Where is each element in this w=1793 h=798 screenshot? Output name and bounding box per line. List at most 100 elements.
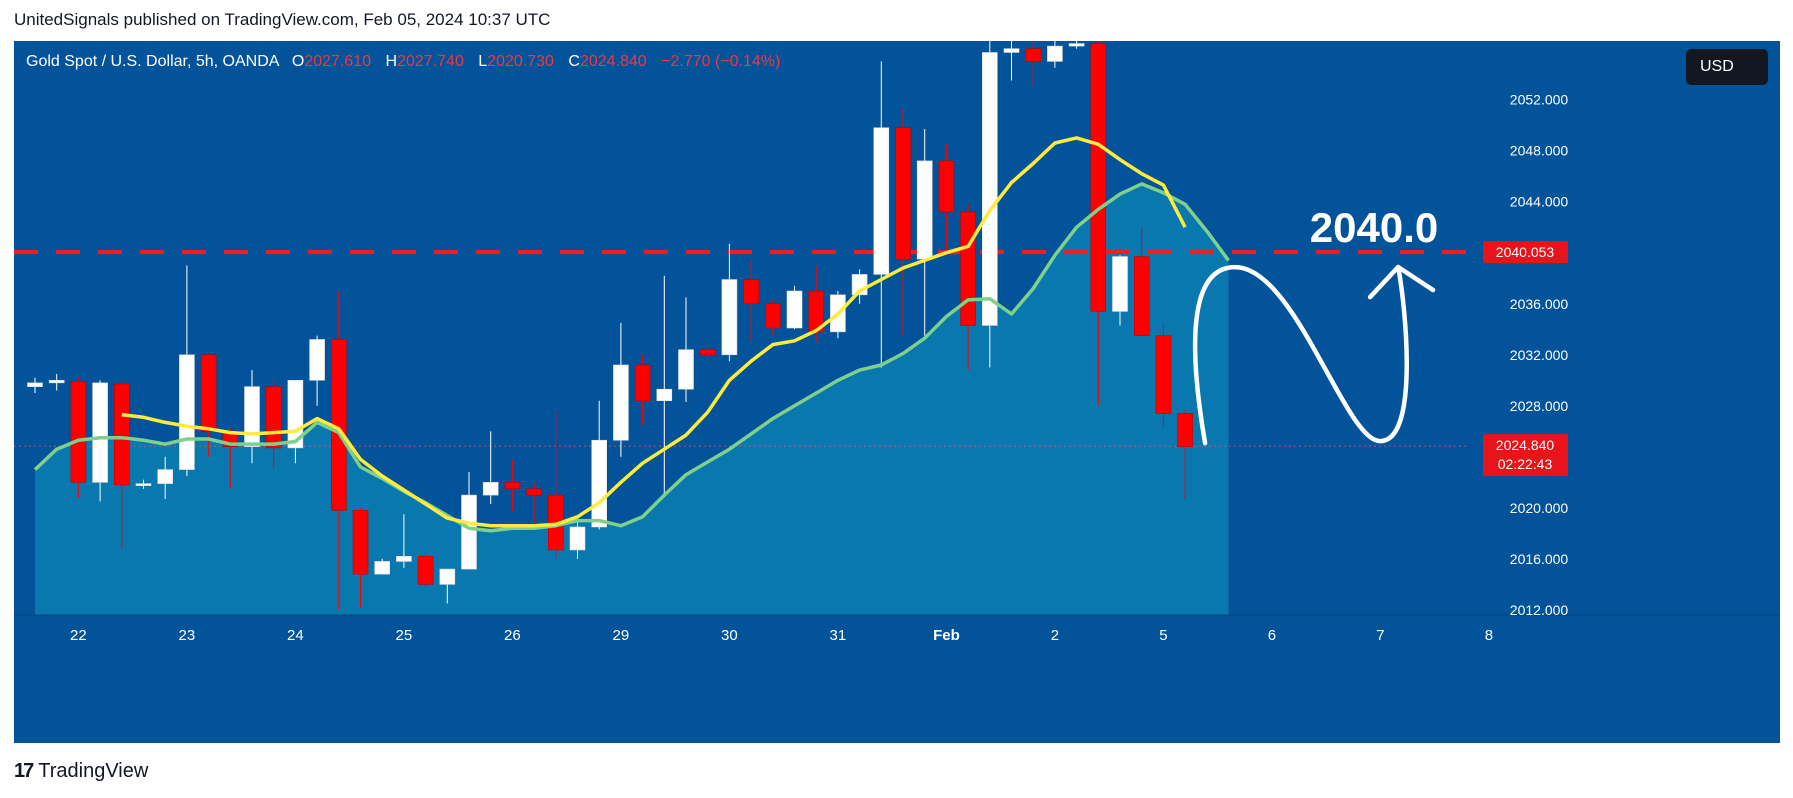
tradingview-logo-icon: 17 — [14, 760, 34, 782]
candle-body — [1177, 413, 1193, 447]
projection-path — [1192, 264, 1409, 446]
candle-body — [764, 303, 781, 329]
candle — [1068, 41, 1085, 49]
x-tick-label: 24 — [287, 627, 304, 644]
candle-body — [743, 279, 759, 305]
candle — [157, 456, 173, 499]
candle-body — [135, 483, 152, 486]
y-tick-label: 2012.000 — [1510, 602, 1569, 618]
candle-body — [699, 349, 716, 356]
y-tick-label: 2028.000 — [1510, 398, 1569, 414]
close-label: C — [568, 53, 580, 70]
level-price-tag — [1483, 241, 1568, 264]
ema-layer — [33, 136, 1230, 533]
candle-body — [938, 160, 955, 213]
candle-body — [352, 510, 369, 575]
candle-body — [461, 494, 477, 570]
candle — [873, 61, 890, 368]
ema-fast-line — [121, 136, 1187, 528]
candle-body — [439, 568, 456, 585]
symbol-name: Gold Spot / U.S. Dollar, 5h, OANDA — [26, 53, 279, 70]
high-label: H — [385, 53, 398, 70]
candle-body — [482, 482, 499, 496]
candle-body — [569, 526, 586, 551]
candle-body — [70, 381, 87, 483]
candle — [721, 243, 738, 362]
candle-body — [265, 386, 282, 449]
candle — [1177, 409, 1193, 499]
candle-body — [873, 127, 890, 275]
candle — [244, 370, 260, 464]
y-tick-label: 2052.000 — [1510, 92, 1569, 108]
x-tick-label: 29 — [613, 627, 630, 644]
candle-body — [92, 382, 108, 483]
candle-body — [1112, 256, 1128, 312]
candle — [1003, 41, 1020, 81]
x-axis-band — [14, 615, 1780, 651]
chart-area[interactable]: 22 23 24 25 26 29 30 31 Feb 2 5 6 7 8 2012.000 2016.000… — [14, 41, 1780, 743]
level-price-label: 2040.053 — [1496, 244, 1555, 260]
price-chart[interactable]: 22 23 24 25 26 29 30 31 Feb 2 5 6 7 82012.0002016.000… — [14, 41, 1780, 743]
candle — [981, 41, 998, 368]
candle-body — [179, 354, 195, 470]
candle — [1155, 322, 1172, 428]
candle-body — [656, 388, 673, 402]
x-tick-label: 30 — [721, 627, 738, 644]
symbol-legend: Gold Spot / U.S. Dollar, 5h, OANDA O2027… — [26, 53, 780, 71]
candle — [656, 275, 673, 496]
candle — [808, 265, 825, 343]
x-tick-label: 23 — [179, 627, 196, 644]
candle — [678, 297, 694, 402]
candle — [135, 479, 152, 489]
candle — [547, 410, 564, 559]
candle-body — [396, 556, 412, 562]
candle-body — [48, 379, 65, 384]
y-tick-label: 2020.000 — [1510, 500, 1569, 516]
candle-body — [309, 339, 325, 381]
candle — [634, 354, 651, 425]
candle — [48, 373, 65, 391]
candle — [396, 514, 412, 568]
candle — [417, 552, 434, 587]
candle-body — [895, 127, 911, 260]
candle-body — [613, 364, 629, 441]
x-tick-label: Feb — [933, 627, 960, 644]
candle — [309, 335, 325, 406]
candle — [895, 108, 911, 336]
candle — [482, 431, 499, 505]
candle-body — [1068, 43, 1085, 47]
y-tick-label: 2032.000 — [1510, 347, 1569, 363]
candle-body — [374, 561, 391, 575]
candle-body — [526, 488, 542, 496]
open-value: 2027.610 — [304, 53, 372, 70]
footer-logo[interactable]: 17 TradingView — [14, 760, 148, 783]
candle-body — [960, 211, 976, 326]
candle-body — [591, 439, 608, 528]
currency-button[interactable]: USD — [1686, 49, 1768, 85]
candle — [1133, 227, 1150, 336]
candle-body — [1155, 335, 1172, 414]
candle — [114, 380, 130, 549]
ema-slow-line — [33, 182, 1230, 533]
x-tick-label: 7 — [1376, 627, 1384, 644]
candle-body — [417, 556, 434, 585]
candle-body — [200, 354, 217, 432]
candle — [461, 472, 477, 570]
candle — [70, 377, 87, 498]
change-value: −2.770 (−0.14%) — [661, 53, 781, 70]
candle-body — [504, 482, 521, 490]
candle-body — [1025, 48, 1042, 62]
candle — [330, 291, 347, 610]
candle-body — [634, 364, 651, 402]
x-tick-label: 26 — [504, 627, 521, 644]
candle-body — [27, 382, 43, 387]
candle-body — [981, 52, 998, 326]
candle-body — [157, 469, 173, 484]
y-tick-label: 2044.000 — [1510, 194, 1569, 210]
candle-body — [678, 349, 694, 390]
candle-body — [721, 279, 738, 356]
candle — [569, 520, 586, 559]
current-price-tag — [1483, 434, 1568, 477]
open-label: O — [291, 53, 305, 70]
x-tick-label: 6 — [1268, 627, 1276, 644]
